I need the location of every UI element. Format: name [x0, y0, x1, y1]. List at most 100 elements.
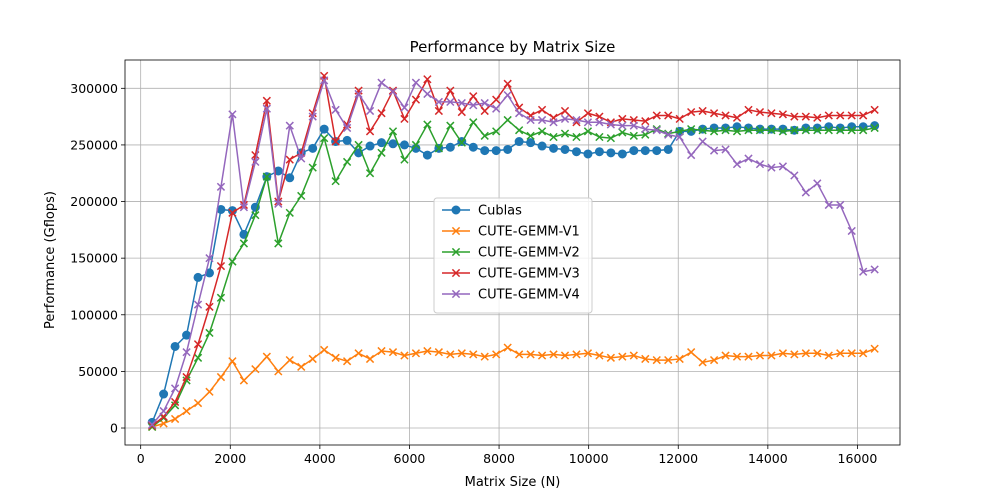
data-point-cute-gemm-v3: [434, 106, 443, 116]
data-point-cute-gemm-v4: [526, 115, 535, 125]
data-point-cute-gemm-v4: [193, 300, 203, 309]
data-point-cublas: [571, 147, 581, 157]
data-point-cublas: [526, 138, 536, 148]
data-point-cute-gemm-v3: [652, 111, 661, 120]
data-point-cute-gemm-v1: [446, 350, 455, 359]
data-point-cute-gemm-v2: [526, 131, 535, 140]
data-point-cute-gemm-v3: [480, 106, 489, 116]
data-point-cute-gemm-v2: [595, 132, 604, 142]
data-point-cute-gemm-v1: [331, 353, 340, 362]
data-point-cute-gemm-v3: [216, 261, 226, 271]
data-point-cute-gemm-v1: [308, 354, 317, 364]
data-point-cute-gemm-v3: [721, 111, 730, 120]
data-point-cute-gemm-v2: [205, 328, 214, 338]
y-tick-label: 100000: [70, 307, 118, 322]
data-point-cute-gemm-v1: [847, 349, 856, 358]
legend-swatch-marker-cute-gemm-v3: [451, 268, 461, 278]
data-point-cute-gemm-v4: [342, 123, 352, 133]
x-tick-label: 10000: [569, 451, 609, 466]
data-point-cute-gemm-v1: [870, 344, 879, 353]
series-line-cute-gemm-v1: [151, 346, 875, 428]
data-point-cute-gemm-v1: [813, 349, 822, 358]
data-point-cute-gemm-v2: [193, 353, 203, 362]
data-point-cute-gemm-v2: [354, 140, 363, 150]
plot-area-frame: [124, 59, 901, 446]
data-point-cute-gemm-v2: [560, 129, 570, 138]
data-point-cute-gemm-v4: [365, 106, 375, 116]
data-point-cute-gemm-v4: [595, 118, 604, 127]
data-point-cublas: [652, 146, 662, 156]
data-point-cublas: [514, 137, 524, 147]
data-point-cublas: [583, 149, 593, 159]
chart-title: Performance by Matrix Size: [410, 38, 616, 56]
data-point-cute-gemm-v2: [870, 123, 879, 133]
data-point-cute-gemm-v1: [732, 352, 742, 361]
data-point-cute-gemm-v2: [423, 120, 432, 129]
data-point-cute-gemm-v2: [549, 132, 558, 142]
data-point-cute-gemm-v2: [308, 163, 317, 172]
x-tick-label: 14000: [748, 451, 788, 466]
data-point-cublas: [491, 146, 501, 156]
data-point-cute-gemm-v4: [274, 199, 283, 208]
data-point-cute-gemm-v4: [228, 110, 237, 119]
data-point-cute-gemm-v3: [687, 107, 696, 117]
data-point-cute-gemm-v1: [790, 350, 799, 359]
data-point-cute-gemm-v4: [606, 120, 616, 129]
data-point-cute-gemm-v2: [744, 126, 753, 135]
data-point-cute-gemm-v3: [836, 111, 845, 120]
data-point-cute-gemm-v4: [503, 90, 512, 100]
data-point-cute-gemm-v2: [480, 131, 489, 140]
data-point-cute-gemm-v4: [411, 78, 421, 87]
data-point-cute-gemm-v1: [629, 351, 638, 360]
series-cute-gemm-v1: [148, 343, 879, 432]
data-point-cute-gemm-v4: [388, 87, 398, 96]
data-point-cute-gemm-v3: [698, 106, 707, 116]
y-tick-label: 0: [110, 421, 118, 436]
data-point-cublas: [422, 150, 432, 160]
data-point-cublas: [549, 143, 559, 153]
data-point-cute-gemm-v2: [216, 293, 226, 302]
data-point-cute-gemm-v3: [790, 112, 799, 121]
data-point-cute-gemm-v2: [778, 127, 788, 136]
data-point-cute-gemm-v3: [193, 340, 203, 349]
data-point-cute-gemm-v3: [583, 109, 593, 118]
data-point-cute-gemm-v2: [446, 121, 455, 130]
y-tick-label: 150000: [70, 251, 118, 266]
data-point-cute-gemm-v3: [618, 114, 627, 124]
data-point-cute-gemm-v4: [767, 163, 776, 172]
data-point-cublas: [629, 146, 639, 156]
x-tick-label: 8000: [483, 451, 515, 466]
data-point-cute-gemm-v2: [813, 126, 822, 135]
data-point-cute-gemm-v3: [205, 302, 214, 311]
series-line-cute-gemm-v4: [151, 79, 875, 426]
data-point-cute-gemm-v1: [778, 349, 788, 358]
y-tick-label: 300000: [70, 81, 118, 96]
legend-swatch-marker-cute-gemm-v1: [451, 226, 461, 236]
data-point-cute-gemm-v3: [664, 111, 673, 120]
legend-swatch-marker-cute-gemm-v4: [451, 289, 461, 299]
data-point-cute-gemm-v1: [492, 350, 501, 359]
data-point-cute-gemm-v3: [755, 107, 765, 117]
data-point-cute-gemm-v4: [239, 203, 249, 212]
data-point-cute-gemm-v1: [801, 349, 810, 358]
x-tick-label: 6000: [394, 451, 426, 466]
data-point-cute-gemm-v1: [457, 349, 466, 358]
data-point-cute-gemm-v3: [537, 105, 547, 114]
data-point-cute-gemm-v1: [400, 351, 409, 360]
data-point-cute-gemm-v4: [641, 124, 650, 134]
data-point-cute-gemm-v2: [159, 413, 168, 422]
data-point-cute-gemm-v2: [514, 126, 524, 135]
data-point-cublas: [560, 144, 570, 154]
y-tick-label: 200000: [70, 194, 118, 209]
data-point-cute-gemm-v4: [377, 78, 386, 87]
data-point-cute-gemm-v4: [159, 406, 168, 416]
data-point-cute-gemm-v4: [182, 348, 191, 357]
data-point-cute-gemm-v4: [813, 179, 822, 188]
data-point-cute-gemm-v3: [813, 113, 822, 122]
data-point-cute-gemm-v4: [262, 104, 271, 113]
legend: Cublas CUTE-GEMM-V1 CUTE-GEMM-V2 CUTE-GEMM-…: [433, 197, 593, 314]
data-point-cute-gemm-v2: [331, 177, 340, 186]
legend-label-cublas: Cublas: [478, 204, 522, 219]
data-point-cute-gemm-v1: [824, 351, 833, 360]
